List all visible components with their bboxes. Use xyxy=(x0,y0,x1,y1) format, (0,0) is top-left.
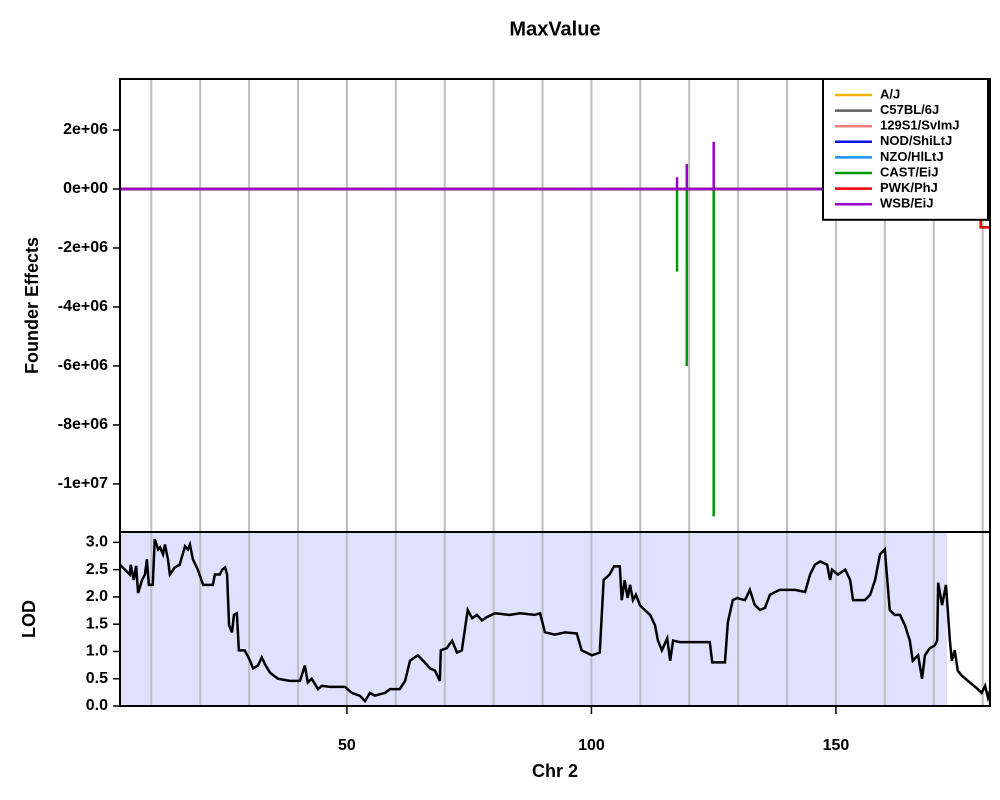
y-tick-label: 2.5 xyxy=(86,561,108,578)
y-tick-label: 0.0 xyxy=(86,697,108,714)
x-tick-label: 100 xyxy=(578,737,605,754)
y-tick-label: -4e+06 xyxy=(58,298,108,315)
legend-label: 129S1/SvImJ xyxy=(880,118,960,133)
x-tick-label: 50 xyxy=(338,737,356,754)
y-tick-label: -8e+06 xyxy=(58,416,108,433)
y-axis-label: Founder Effects xyxy=(22,237,42,374)
y-tick-label: 2e+06 xyxy=(63,121,108,138)
legend-label: PWK/PhJ xyxy=(880,180,938,195)
y-tick-label: 3.0 xyxy=(86,534,108,551)
y-tick-label: 0e+00 xyxy=(63,180,108,197)
y-tick-label: -6e+06 xyxy=(58,357,108,374)
legend-label: CAST/EiJ xyxy=(880,164,939,179)
y-tick-label: -2e+06 xyxy=(58,239,108,256)
x-tick-label: 150 xyxy=(823,737,850,754)
legend-box xyxy=(822,78,989,221)
highlight-region xyxy=(120,532,947,706)
series-line xyxy=(120,141,990,191)
series-line xyxy=(120,187,990,517)
y-tick-label: -1e+07 xyxy=(58,475,108,492)
y-tick-label: 2.0 xyxy=(86,588,108,605)
y-tick-label: 1.5 xyxy=(86,615,108,632)
chart-title: MaxValue xyxy=(509,18,600,40)
x-axis-label: Chr 2 xyxy=(532,761,578,781)
y-tick-label: 0.5 xyxy=(86,670,108,687)
y-axis-label: LOD xyxy=(19,600,39,638)
y-tick-label: 1.0 xyxy=(86,643,108,660)
legend-label: NZO/HlLtJ xyxy=(880,149,944,164)
plot-frame xyxy=(119,531,991,707)
legend-label: NOD/ShiLtJ xyxy=(880,133,952,148)
legend-label: C57BL/6J xyxy=(880,102,939,117)
legend-label: A/J xyxy=(880,86,900,101)
legend: A/JC57BL/6J129S1/SvImJNOD/ShiLtJNZO/HlLt… xyxy=(822,78,989,221)
series-line xyxy=(120,538,990,704)
legend-label: WSB/EiJ xyxy=(880,196,933,211)
